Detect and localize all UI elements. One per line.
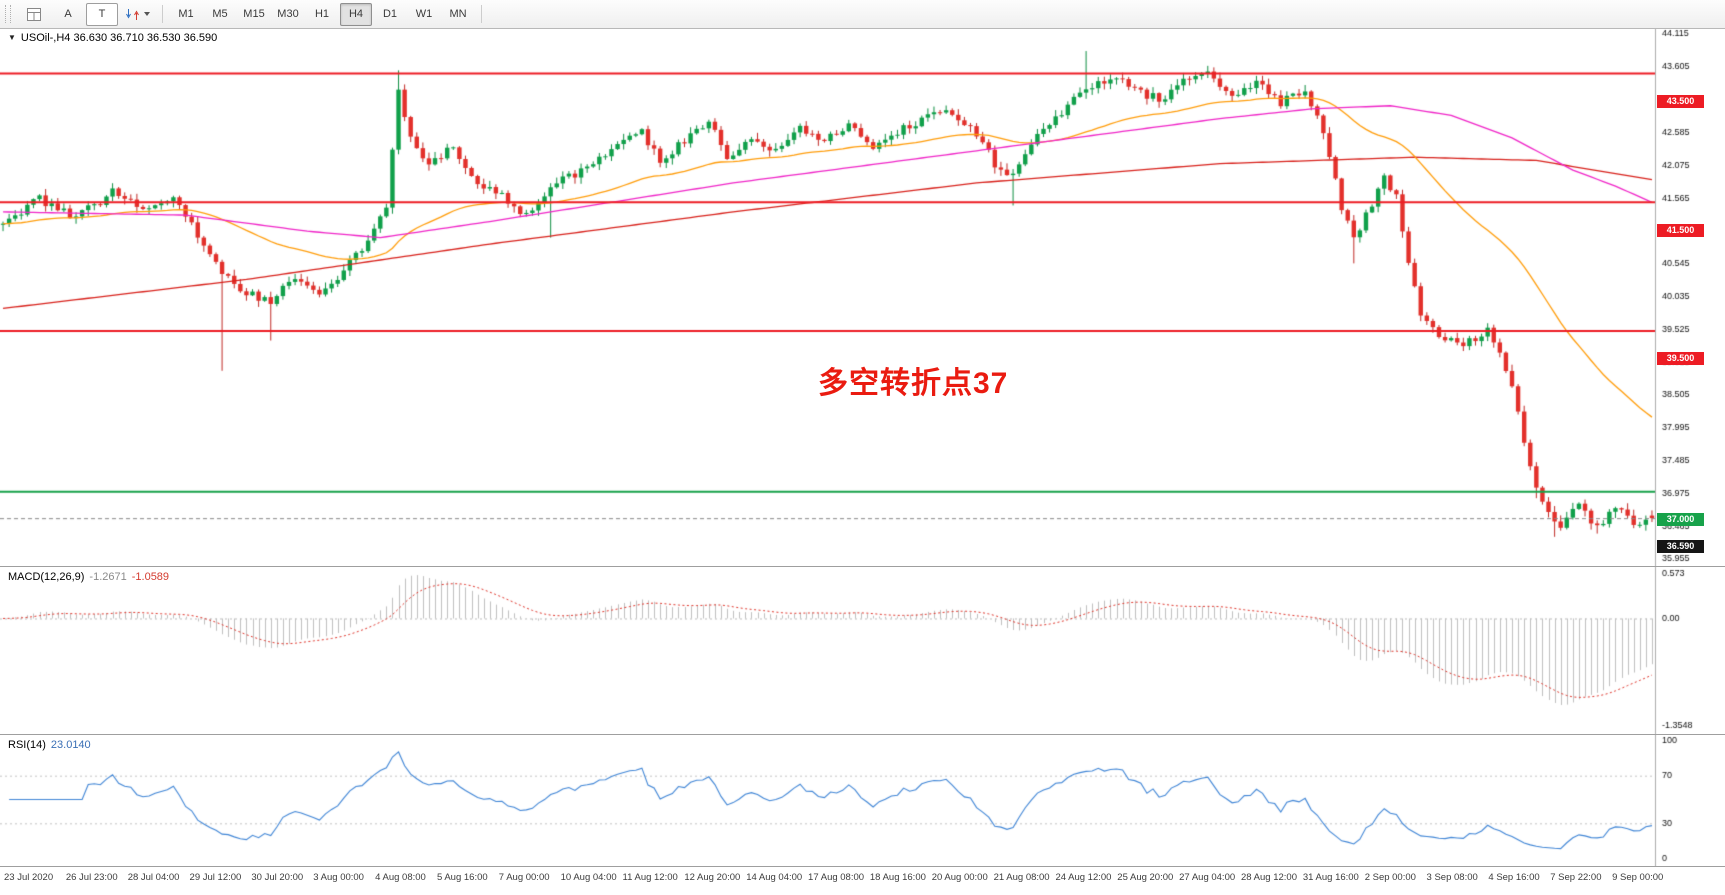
price-tag-resistance-41500[interactable]: 41.500 bbox=[1657, 223, 1704, 237]
cursor-mode-a-button[interactable]: A bbox=[64, 8, 72, 20]
time-axis-label: 31 Aug 16:00 bbox=[1302, 872, 1359, 883]
timeframe-button-MN[interactable]: MN bbox=[449, 8, 467, 20]
main-chart-panel: ▼ USOil-,H4 36.630 36.710 36.530 36.590 多… bbox=[0, 28, 1725, 566]
timeframe-button-H1[interactable]: H1 bbox=[314, 8, 330, 20]
macd-title: MACD(12,26,9) bbox=[8, 571, 85, 583]
time-axis-label: 10 Aug 04:00 bbox=[560, 872, 617, 883]
time-axis-label: 9 Sep 00:00 bbox=[1612, 872, 1664, 883]
timeframe-button-M5[interactable]: M5 bbox=[212, 8, 228, 20]
rsi-title: RSI(14) bbox=[8, 739, 46, 751]
macd-header: MACD(12,26,9) -1.2671 -1.0589 bbox=[8, 571, 174, 583]
time-axis-label: 5 Aug 16:00 bbox=[436, 872, 488, 883]
text-tool-button[interactable]: T bbox=[86, 2, 118, 26]
time-axis-label: 4 Sep 16:00 bbox=[1488, 872, 1540, 883]
time-axis-label: 11 Aug 12:00 bbox=[622, 872, 678, 883]
rsi-value: 23.0140 bbox=[50, 739, 91, 751]
up-down-arrows-icon bbox=[126, 8, 139, 20]
dropdown-caret-icon bbox=[144, 12, 150, 16]
rsi-header: RSI(14) 23.0140 bbox=[8, 739, 96, 751]
price-tag-resistance-43500[interactable]: 43.500 bbox=[1657, 95, 1704, 109]
macd-canvas[interactable] bbox=[0, 567, 1725, 734]
price-tag-support-39500[interactable]: 39.500 bbox=[1657, 352, 1704, 366]
time-axis-label: 26 Jul 23:00 bbox=[65, 872, 118, 883]
time-axis-label: 7 Aug 00:00 bbox=[498, 872, 550, 883]
macd-panel: MACD(12,26,9) -1.2671 -1.0589 bbox=[0, 567, 1725, 734]
time-axis-label: 30 Jul 20:00 bbox=[251, 872, 304, 883]
time-axis-label: 29 Jul 12:00 bbox=[189, 872, 242, 883]
symbol-ohlc-text: USOil-,H4 36.630 36.710 36.530 36.590 bbox=[20, 32, 218, 44]
toolbar-grip[interactable] bbox=[5, 5, 11, 23]
macd-signal-value: -1.0589 bbox=[131, 571, 170, 583]
toolbar-separator bbox=[162, 5, 163, 23]
order-arrows-button[interactable] bbox=[120, 3, 155, 26]
grid-icon bbox=[27, 7, 41, 21]
time-axis-label: 3 Sep 08:00 bbox=[1426, 872, 1478, 883]
price-tag-support-37000[interactable]: 37.000 bbox=[1657, 513, 1704, 527]
time-axis-label: 4 Aug 08:00 bbox=[375, 872, 426, 883]
rsi-canvas[interactable] bbox=[0, 735, 1725, 866]
time-axis-label: 27 Aug 04:00 bbox=[1179, 872, 1236, 883]
time-axis-label: 28 Aug 12:00 bbox=[1241, 872, 1297, 883]
macd-main-value: -1.2671 bbox=[89, 571, 127, 583]
time-axis-label: 17 Aug 08:00 bbox=[808, 872, 865, 883]
time-axis-label: 28 Jul 04:00 bbox=[127, 872, 180, 883]
timeframe-toolbar: M1 M5 M15 M30 H1 H4 D1 W1 MN bbox=[169, 2, 475, 26]
time-axis-label: 23 Jul 2020 bbox=[4, 872, 54, 883]
time-axis-label: 25 Aug 20:00 bbox=[1117, 872, 1174, 883]
tile-windows-icon[interactable] bbox=[18, 3, 50, 26]
timeframe-button-W1[interactable]: W1 bbox=[415, 8, 433, 20]
time-axis-label: 12 Aug 20:00 bbox=[684, 872, 741, 883]
time-axis-label: 2 Sep 00:00 bbox=[1364, 872, 1416, 883]
panel-separator[interactable] bbox=[0, 566, 1725, 567]
time-axis-label: 20 Aug 00:00 bbox=[931, 872, 988, 883]
time-axis-label: 21 Aug 08:00 bbox=[993, 872, 1050, 883]
time-axis-label: 3 Aug 00:00 bbox=[313, 872, 364, 883]
current-price-tag: 36.590 bbox=[1657, 539, 1704, 553]
top-toolbar: A T M1 M5 M15 M30 H1 H4 D1 W1 MN bbox=[0, 0, 1725, 29]
panel-separator[interactable] bbox=[0, 734, 1725, 735]
toolbar-separator bbox=[481, 5, 482, 23]
chart-symbol-header: ▼ USOil-,H4 36.630 36.710 36.530 36.590 bbox=[8, 32, 222, 44]
timeframe-button-H4[interactable]: H4 bbox=[340, 2, 372, 26]
time-axis-label: 7 Sep 22:00 bbox=[1550, 872, 1602, 883]
chart-annotation-text[interactable]: 多空转折点37 bbox=[818, 367, 1009, 400]
timeframe-button-M15[interactable]: M15 bbox=[243, 8, 265, 20]
timeframe-button-D1[interactable]: D1 bbox=[382, 8, 398, 20]
time-axis-label: 14 Aug 04:00 bbox=[746, 872, 803, 883]
panel-separator[interactable] bbox=[0, 866, 1725, 867]
rsi-panel: RSI(14) 23.0140 bbox=[0, 735, 1725, 866]
time-axis[interactable]: 23 Jul 2020 26 Jul 23:00 28 Jul 04:00 29 Ju… bbox=[0, 867, 1725, 895]
timeframe-button-M30[interactable]: M30 bbox=[277, 8, 299, 20]
timeframe-button-M1[interactable]: M1 bbox=[178, 8, 194, 20]
main-price-canvas[interactable] bbox=[0, 28, 1725, 566]
time-axis-label: 24 Aug 12:00 bbox=[1055, 872, 1112, 883]
collapse-triangle-icon[interactable]: ▼ bbox=[8, 33, 16, 42]
time-axis-label: 18 Aug 16:00 bbox=[869, 872, 926, 883]
